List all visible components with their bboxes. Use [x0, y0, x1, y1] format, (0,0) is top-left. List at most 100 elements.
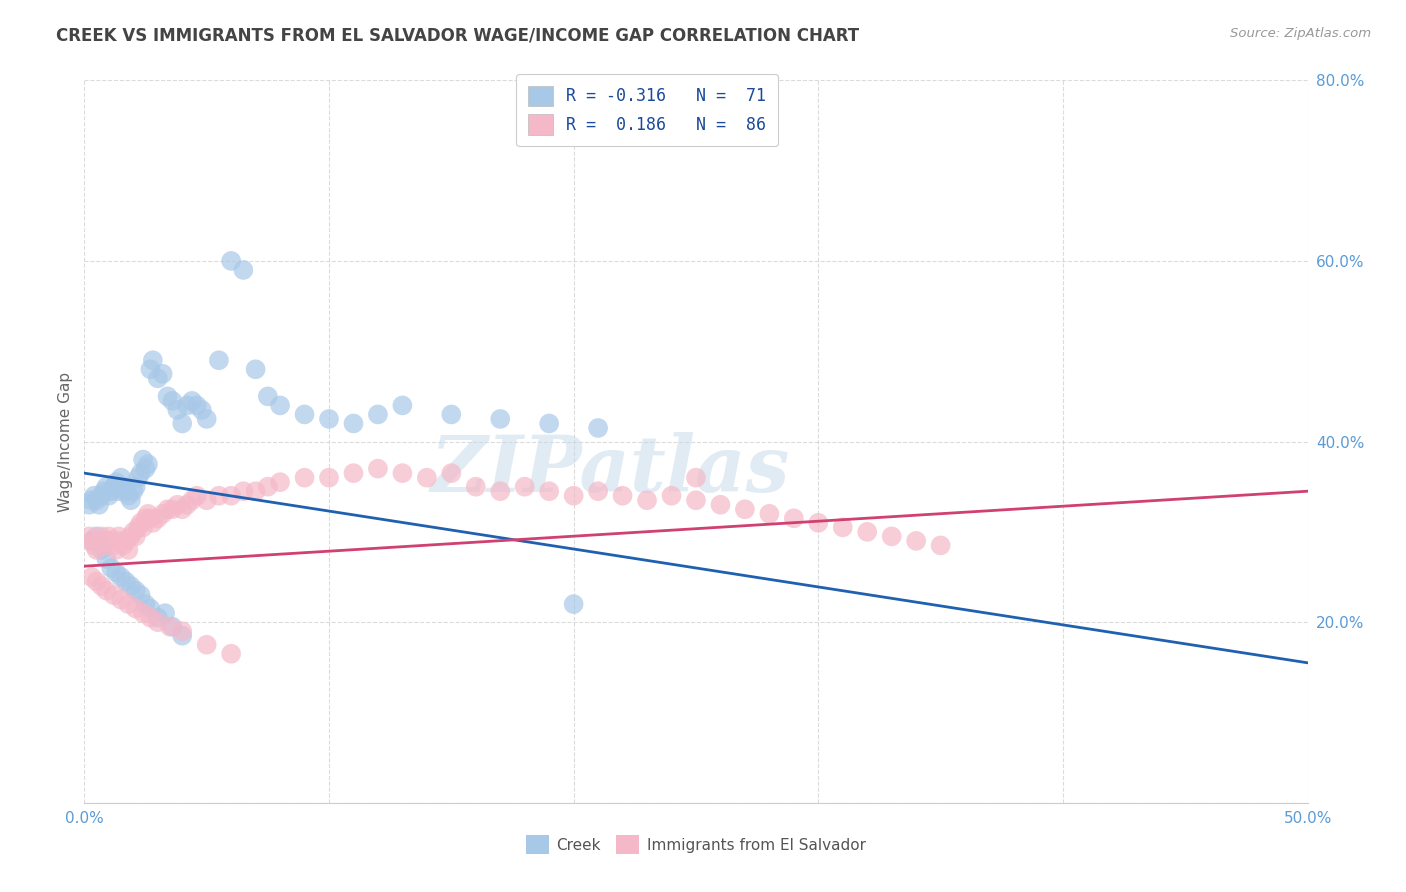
Point: [132, 520, 155, 534]
Point: [929, 538, 952, 552]
Point: [86, 493, 108, 508]
Point: [342, 417, 364, 431]
Point: [146, 615, 169, 630]
Point: [96, 480, 118, 494]
Point: [181, 393, 204, 408]
Point: [139, 362, 162, 376]
Point: [125, 529, 148, 543]
Point: [181, 493, 204, 508]
Point: [186, 489, 208, 503]
Point: [783, 511, 806, 525]
Point: [142, 516, 165, 530]
Point: [219, 489, 242, 503]
Point: [166, 403, 188, 417]
Point: [257, 480, 280, 494]
Point: [391, 398, 413, 412]
Point: [112, 480, 135, 494]
Point: [172, 629, 194, 643]
Point: [146, 371, 169, 385]
Point: [97, 489, 120, 503]
Point: [136, 457, 159, 471]
Point: [195, 638, 218, 652]
Point: [80, 570, 103, 584]
Point: [195, 493, 218, 508]
Point: [586, 484, 609, 499]
Point: [83, 538, 105, 552]
Point: [90, 542, 112, 557]
Point: [294, 471, 316, 485]
Point: [318, 471, 340, 485]
Point: [208, 353, 231, 368]
Point: [132, 452, 155, 467]
Point: [562, 489, 585, 503]
Point: [96, 533, 118, 548]
Point: [636, 493, 658, 508]
Point: [122, 524, 145, 539]
Point: [103, 538, 125, 552]
Point: [122, 484, 145, 499]
Point: [120, 493, 142, 508]
Point: [107, 484, 129, 499]
Point: [110, 570, 132, 584]
Point: [208, 489, 231, 503]
Point: [86, 529, 108, 543]
Point: [100, 484, 122, 499]
Point: [734, 502, 756, 516]
Point: [612, 489, 634, 503]
Y-axis label: Wage/Income Gap: Wage/Income Gap: [58, 371, 73, 512]
Point: [440, 408, 463, 422]
Point: [115, 574, 138, 589]
Point: [172, 417, 194, 431]
Point: [489, 412, 512, 426]
Point: [105, 475, 128, 490]
Point: [90, 579, 112, 593]
Point: [538, 417, 561, 431]
Point: [105, 566, 128, 580]
Point: [90, 489, 112, 503]
Point: [80, 533, 103, 548]
Point: [87, 498, 110, 512]
Point: [80, 533, 103, 548]
Point: [117, 597, 139, 611]
Point: [139, 610, 162, 624]
Point: [97, 529, 120, 543]
Point: [135, 461, 157, 475]
Text: Source: ZipAtlas.com: Source: ZipAtlas.com: [1230, 27, 1371, 40]
Point: [129, 516, 152, 530]
Point: [139, 601, 162, 615]
Point: [162, 620, 184, 634]
Point: [232, 484, 254, 499]
Point: [77, 529, 100, 543]
Point: [880, 529, 903, 543]
Text: CREEK VS IMMIGRANTS FROM EL SALVADOR WAGE/INCOME GAP CORRELATION CHART: CREEK VS IMMIGRANTS FROM EL SALVADOR WAG…: [56, 27, 859, 45]
Point: [87, 533, 110, 548]
Point: [709, 498, 731, 512]
Point: [269, 475, 291, 490]
Point: [80, 493, 103, 508]
Point: [856, 524, 879, 539]
Point: [685, 471, 707, 485]
Point: [807, 516, 830, 530]
Point: [142, 353, 165, 368]
Point: [146, 610, 169, 624]
Point: [110, 592, 132, 607]
Point: [586, 421, 609, 435]
Point: [152, 367, 174, 381]
Point: [125, 601, 148, 615]
Point: [538, 484, 561, 499]
Point: [105, 542, 128, 557]
Point: [103, 588, 125, 602]
Point: [191, 403, 214, 417]
Point: [172, 624, 194, 639]
Point: [83, 489, 105, 503]
Point: [195, 412, 218, 426]
Point: [86, 574, 108, 589]
Point: [342, 466, 364, 480]
Point: [661, 489, 683, 503]
Point: [219, 647, 242, 661]
Point: [176, 498, 198, 512]
Point: [117, 542, 139, 557]
Point: [219, 254, 242, 268]
Point: [159, 620, 181, 634]
Point: [232, 263, 254, 277]
